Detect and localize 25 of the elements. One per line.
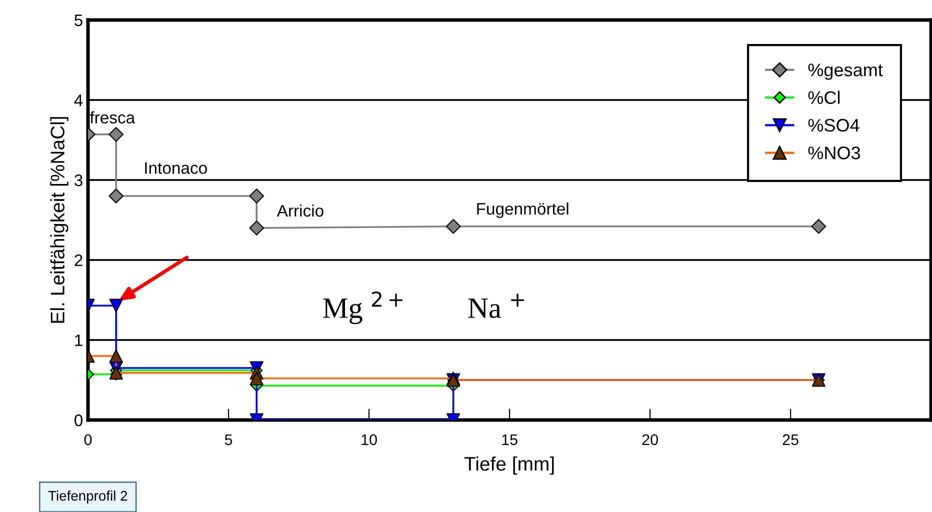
legend-label: %SO4 (808, 118, 860, 132)
x-tick-label: 20 (642, 434, 658, 446)
y-tick-label: 4 (74, 94, 83, 106)
y-tick-label: 2 (74, 254, 82, 266)
x-tick-label: 25 (782, 434, 798, 446)
text: Tiefenprofil 2 (48, 490, 128, 504)
x-tick-label: 15 (502, 434, 518, 446)
y-tick-label: 3 (74, 174, 82, 186)
y-tick-label: 0 (74, 414, 82, 426)
legend-label: %Cl (808, 90, 840, 104)
y-tick-label: 1 (75, 334, 82, 346)
x-tick-label: 10 (362, 434, 377, 446)
annotation: Fugenmörtel (477, 202, 568, 218)
annotation: Mg $^{2+}$ (323, 291, 402, 324)
annotation: Na $^{+}$ (468, 294, 524, 318)
x-tick-label: 5 (224, 434, 232, 446)
x-tick-label: 0 (84, 434, 92, 446)
y-axis-title: El. Leitfähigkeit [%NaCl] (50, 117, 68, 323)
x-axis-title: Tiefe [mm] (464, 456, 554, 475)
y-tick-label: 5 (74, 14, 82, 26)
annotation: fresca (90, 111, 136, 124)
legend-label: %gesamt (808, 64, 883, 80)
legend-label: %NO3 (808, 146, 860, 160)
annotation: Intonaco (145, 162, 207, 174)
annotation: Arricio (276, 204, 324, 217)
